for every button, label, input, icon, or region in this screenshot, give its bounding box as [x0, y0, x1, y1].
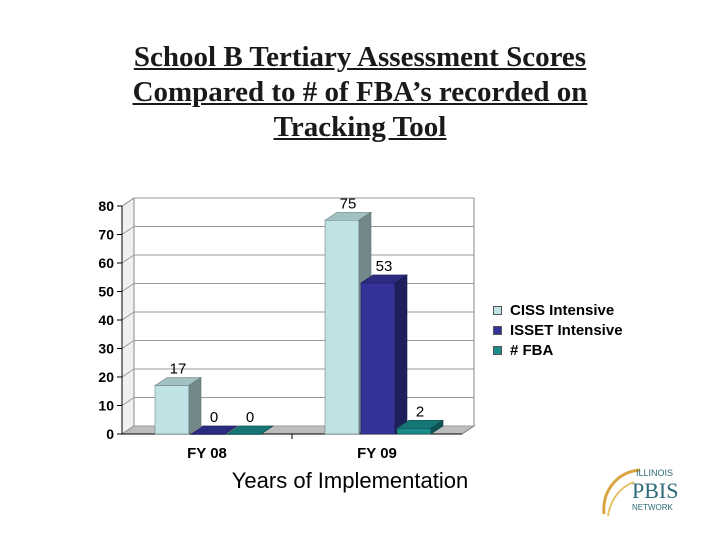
legend-label-isset: ISSET Intensive — [510, 321, 623, 339]
bar-value-label: 75 — [340, 195, 357, 212]
bar-side — [394, 274, 408, 435]
y-tick-label: 70 — [98, 227, 114, 243]
chart-title: School B Tertiary Assessment Scores Comp… — [60, 40, 660, 145]
y-tick-label: 0 — [106, 426, 114, 442]
y-tick-label: 80 — [98, 198, 114, 214]
logo-line2: PBIS — [632, 478, 678, 503]
y-tick-label: 20 — [98, 369, 114, 385]
bar-value-label: 17 — [170, 361, 187, 378]
bar-side — [260, 425, 274, 435]
bar-side — [224, 425, 238, 435]
y-tick-label: 40 — [98, 312, 114, 328]
legend-item-fba: # FBA — [493, 340, 623, 360]
y-tick-label: 60 — [98, 255, 114, 271]
logo-line1: ILLINOIS — [636, 468, 673, 478]
bar-front — [324, 219, 360, 435]
legend-swatch-ciss — [493, 305, 502, 315]
logo-line3: NETWORK — [632, 503, 674, 512]
legend-label-ciss: CISS Intensive — [510, 301, 615, 319]
x-tick-label: FY 08 — [187, 445, 227, 462]
bar-value-label: 0 — [210, 409, 218, 426]
title-line-2: Compared to # of FBA’s recorded on — [132, 76, 588, 108]
title-line-1: School B Tertiary Assessment Scores — [133, 41, 587, 73]
bar-side — [430, 419, 444, 435]
legend-label-fba: # FBA — [510, 341, 554, 359]
y-tick-label: 30 — [98, 341, 114, 357]
bar-front — [360, 282, 396, 435]
x-axis-label: Years of Implementation — [231, 468, 469, 493]
legend-swatch-fba — [493, 345, 502, 355]
legend-swatch-isset — [493, 325, 502, 335]
bar-front — [154, 385, 190, 435]
gridline — [121, 197, 474, 207]
bar-side — [188, 376, 202, 435]
bar-value-label: 53 — [376, 258, 393, 275]
bar-front — [396, 427, 432, 435]
bar-value-label: 0 — [246, 409, 254, 426]
legend: CISS Intensive ISSET Intensive # FBA — [493, 300, 623, 360]
legend-item-isset: ISSET Intensive — [493, 320, 623, 340]
y-tick-label: 10 — [98, 398, 114, 414]
y-tick-label: 50 — [98, 284, 114, 300]
x-tick-label: FY 09 — [357, 445, 397, 462]
bar-value-label: 2 — [416, 403, 424, 420]
title-line-3: Tracking Tool — [273, 111, 447, 143]
legend-item-ciss: CISS Intensive — [493, 300, 623, 320]
pbis-network-logo: ILLINOIS PBIS NETWORK — [602, 468, 678, 517]
